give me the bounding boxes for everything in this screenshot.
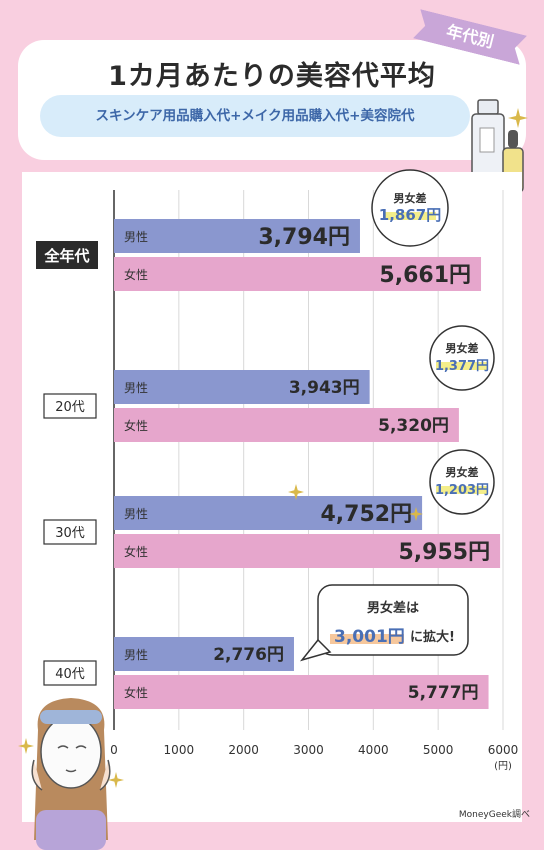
category-label-box [43, 393, 97, 419]
female-bar [114, 408, 459, 442]
difference-callout-tail [299, 638, 332, 662]
sparkle-icon [508, 108, 528, 128]
male-bar [114, 637, 294, 671]
male-series-label: 男性 [124, 507, 148, 521]
category-label-box [43, 660, 97, 686]
x-tick-label: 6000 [488, 743, 519, 757]
difference-bubble [429, 325, 495, 391]
female-bar [114, 534, 501, 568]
female-bar [114, 675, 489, 709]
difference-label: 男女差 [446, 465, 479, 479]
female-series-label: 女性 [124, 418, 148, 433]
male-bar [114, 219, 360, 253]
difference-value: 1,867円 [379, 206, 441, 224]
subtitle-pill: スキンケア用品購入代+メイク用品購入代+美容院代 [40, 95, 470, 137]
difference-bubble [371, 169, 449, 247]
male-bar [114, 370, 370, 404]
category-label: 20代 [55, 400, 85, 415]
difference-highlight [330, 634, 404, 644]
male-value-label: 3,794円 [258, 225, 350, 250]
category-label: 40代 [55, 667, 85, 682]
sparkle-icon [108, 772, 124, 788]
male-series-label: 男性 [124, 381, 148, 395]
sparkle-icon [288, 484, 304, 500]
male-series-label: 男性 [124, 648, 148, 662]
x-tick-label: 3000 [293, 743, 324, 757]
female-bar [114, 257, 482, 291]
female-value-label: 5,320円 [378, 416, 449, 436]
x-tick-label: 0 [110, 743, 118, 757]
male-value-label: 2,776円 [213, 645, 284, 665]
difference-value: 3,001円 [334, 627, 405, 647]
category-label-box [36, 241, 98, 269]
category-label-box [43, 519, 97, 545]
x-tick-label: 1000 [164, 743, 195, 757]
difference-highlight [436, 362, 488, 370]
difference-value: 1,377円 [435, 359, 489, 374]
page-title: 1カ月あたりの美容代平均 [108, 61, 436, 92]
category-label: 30代 [55, 526, 85, 541]
difference-highlight [384, 212, 436, 220]
female-series-label: 女性 [124, 544, 148, 559]
category-label: 全年代 [43, 247, 89, 265]
difference-label: 男女差 [394, 191, 427, 205]
face-mask-woman-icon [31, 698, 111, 850]
sparkle-icon [409, 507, 423, 521]
female-value-label: 5,955円 [398, 540, 490, 565]
female-value-label: 5,661円 [379, 263, 471, 288]
female-value-label: 5,777円 [408, 683, 479, 703]
x-tick-label: 5000 [423, 743, 454, 757]
x-tick-label: 2000 [228, 743, 259, 757]
female-series-label: 女性 [124, 685, 148, 700]
difference-highlight [436, 486, 488, 494]
source-credit: MoneyGeek調べ [458, 810, 530, 820]
difference-label: 男女差 [446, 341, 479, 355]
male-value-label: 3,943円 [289, 378, 360, 398]
difference-bubble [429, 449, 495, 515]
male-series-label: 男性 [124, 230, 148, 244]
sparkle-icon [18, 738, 34, 754]
female-series-label: 女性 [124, 267, 148, 282]
difference-suffix: に拡大! [410, 629, 455, 645]
difference-value: 1,203円 [435, 483, 489, 498]
x-tick-label: 4000 [358, 743, 389, 757]
male-bar [114, 496, 423, 530]
male-value-label: 4,752円 [320, 502, 412, 527]
difference-label: 男女差は [367, 600, 419, 616]
x-axis-unit: (円) [494, 761, 512, 772]
